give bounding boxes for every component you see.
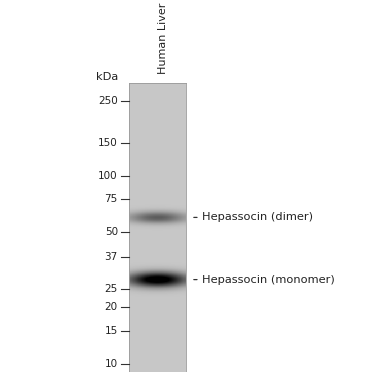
Text: 100: 100: [98, 171, 118, 181]
Text: 150: 150: [98, 138, 118, 148]
Text: 15: 15: [105, 326, 118, 336]
Text: 37: 37: [105, 252, 118, 262]
Text: Hepassocin (monomer): Hepassocin (monomer): [202, 274, 334, 285]
Text: Human Liver: Human Liver: [158, 3, 168, 74]
Text: 50: 50: [105, 227, 118, 237]
Text: kDa: kDa: [96, 72, 118, 82]
Text: 25: 25: [105, 284, 118, 294]
Text: 10: 10: [105, 358, 118, 369]
Text: 75: 75: [105, 194, 118, 204]
Text: 250: 250: [98, 96, 118, 106]
Text: 20: 20: [105, 302, 118, 312]
Text: Hepassocin (dimer): Hepassocin (dimer): [202, 212, 313, 222]
